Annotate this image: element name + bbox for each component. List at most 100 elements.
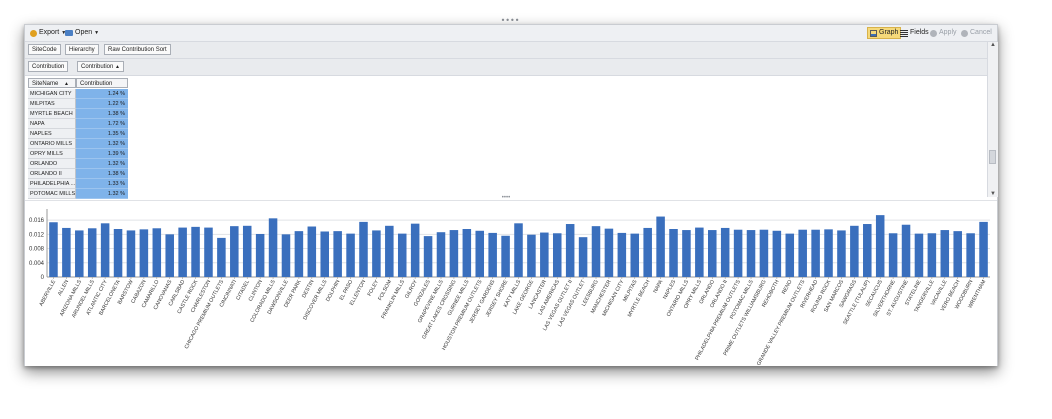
apply-button[interactable]: Apply [928, 27, 959, 39]
chart-bar [759, 229, 769, 277]
chart-bar [682, 230, 691, 277]
chart-bar [837, 230, 846, 277]
chart-bar [191, 226, 200, 277]
panel-splitter[interactable]: •••• [501, 195, 511, 201]
row-site-name[interactable]: ONTARIO MILLS [28, 139, 76, 149]
row-site-name[interactable]: MYRTLE BEACH [28, 109, 76, 119]
chart-bar [75, 230, 84, 277]
chart-bar [62, 227, 71, 277]
row-site-name[interactable]: NAPA [28, 119, 76, 129]
chart-bar [656, 216, 665, 277]
chart-bar [979, 221, 988, 277]
export-icon [30, 29, 37, 37]
data-column-field-area: Contribution Contribution ▲ [25, 59, 987, 76]
graph-button[interactable]: Graph [867, 27, 902, 39]
row-contribution-value[interactable]: 1.32 % [76, 189, 128, 199]
row-site-name[interactable]: OPRY MILLS [28, 149, 76, 159]
check-icon [930, 29, 937, 37]
toolbar: Export ▼ Open ▼ Graph Fields Apply Cance… [25, 25, 997, 42]
row-contribution-value[interactable]: 1.35 % [76, 129, 128, 139]
chart-bar [346, 233, 355, 277]
chart-bar [462, 229, 472, 277]
field-hierarchy[interactable]: Hierarchy [65, 44, 99, 55]
chart-bar [436, 232, 446, 277]
scroll-down-icon[interactable]: ▼ [990, 191, 996, 197]
cancel-label: Cancel [970, 29, 992, 36]
open-button[interactable]: Open ▼ [63, 27, 101, 39]
row-contribution-value[interactable]: 1.72 % [76, 119, 128, 129]
chart-bar [578, 237, 588, 277]
chart-bar [927, 233, 937, 277]
fields-icon [900, 29, 908, 37]
column-field-contribution[interactable]: Contribution ▲ [77, 61, 124, 72]
pivot-grid-window: Export ▼ Open ▼ Graph Fields Apply Cance… [24, 24, 998, 366]
row-site-name[interactable]: PHILADELPHIA ... [28, 179, 76, 189]
close-icon [961, 29, 968, 37]
fields-label: Fields [910, 29, 929, 36]
row-site-name[interactable]: MILPITAS [28, 99, 76, 109]
y-tick-label: 0 [41, 275, 45, 281]
graph-label: Graph [879, 29, 899, 36]
cancel-button[interactable]: Cancel [959, 27, 994, 39]
chart-bar [669, 229, 678, 277]
chart-bar [385, 225, 394, 277]
row-contribution-value[interactable]: 1.32 % [76, 159, 128, 169]
chart-bar [359, 221, 368, 277]
row-contribution-value[interactable]: 1.24 % [76, 89, 128, 99]
chart-bar [733, 229, 743, 277]
y-tick-label: 0.012 [29, 232, 45, 238]
chart-bar [320, 231, 329, 277]
row-site-name[interactable]: NAPLES [28, 129, 76, 139]
row-site-name[interactable]: MICHIGAN CITY [28, 89, 76, 99]
row-contribution-value[interactable]: 1.38 % [76, 169, 128, 179]
x-tick-label: ABERVILLE [38, 279, 57, 308]
row-contribution-value[interactable]: 1.32 % [76, 139, 128, 149]
x-tick-label: NAPA [652, 279, 664, 295]
chart-bar [966, 233, 975, 277]
row-site-name[interactable]: ORLANDO [28, 159, 76, 169]
chevron-down-icon: ▼ [61, 30, 67, 36]
field-sitecode[interactable]: SiteCode [28, 44, 61, 55]
data-field-contribution[interactable]: Contribution [28, 61, 69, 72]
chart-bar [87, 228, 97, 277]
export-button[interactable]: Export ▼ [28, 27, 68, 39]
row-contribution-value[interactable]: 1.38 % [76, 109, 128, 119]
row-contribution-value[interactable]: 1.39 % [76, 149, 128, 159]
chart-bar [772, 230, 782, 277]
chart-bar [850, 225, 859, 277]
chart-bar [204, 227, 213, 277]
row-site-name[interactable]: POTOMAC MILLS [28, 189, 76, 199]
open-label: Open [75, 29, 93, 36]
chart-bar [217, 237, 226, 277]
chart-bar [230, 226, 239, 277]
fields-button[interactable]: Fields [898, 27, 931, 39]
row-site-name[interactable]: ORLANDO II [28, 169, 76, 179]
scrollbar-thumb[interactable] [989, 150, 996, 164]
contribution-chart: 0 0.004 0.008 0.012 0.016 ABERVILLE ALLEN ARIZO… [25, 200, 997, 366]
scroll-up-icon[interactable]: ▲ [990, 42, 996, 48]
chart-bar [100, 223, 110, 277]
chart-bar [449, 230, 459, 277]
vertical-scrollbar[interactable]: ▲ ▼ [987, 42, 998, 197]
chart-bar [811, 229, 820, 277]
chart-bar [888, 233, 898, 277]
chart-bar [746, 230, 756, 277]
chevron-down-icon: ▼ [94, 30, 100, 36]
row-contribution-value[interactable]: 1.33 % [76, 179, 128, 189]
field-raw-contribution-sort[interactable]: Raw Contribution Sort [104, 44, 171, 55]
chart-bar [527, 234, 536, 277]
row-contribution-value[interactable]: 1.22 % [76, 99, 128, 109]
chart-bar [49, 222, 58, 277]
chart-bar [875, 215, 885, 277]
sort-ascending-icon: ▲ [115, 64, 120, 70]
x-tick-label: ALLEN [57, 279, 70, 297]
chart-bar [307, 226, 317, 277]
top-drag-grip[interactable]: •••• [500, 16, 520, 25]
chart-bar [126, 230, 136, 277]
chart-bar [423, 236, 433, 277]
value-header-contribution[interactable]: Contribution [76, 78, 128, 88]
chart-bar [514, 223, 523, 277]
chart-bar [708, 230, 717, 277]
row-header-sitename[interactable]: SiteName ▲ [28, 78, 76, 88]
